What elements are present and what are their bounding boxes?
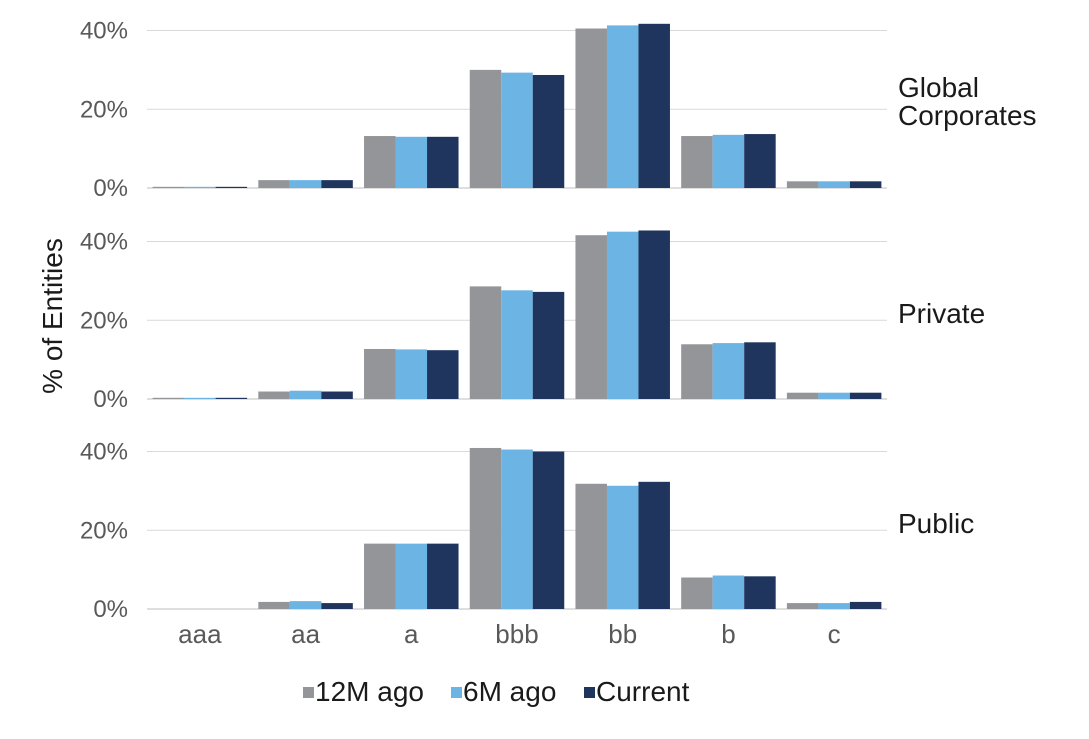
panels: 0%20%40%GlobalCorporates0%20%40%Private0… — [80, 18, 1037, 624]
bar — [321, 180, 353, 189]
bar — [427, 543, 459, 609]
y-tick-label: 40% — [80, 229, 128, 256]
bar — [712, 343, 745, 399]
x-tick-label: bb — [608, 619, 637, 649]
bar — [532, 451, 565, 609]
y-tick-label: 20% — [80, 96, 128, 123]
y-tick-label: 20% — [80, 307, 128, 334]
bar — [364, 136, 396, 188]
bar — [638, 230, 670, 399]
panel-2: 0% 20% 40% Private — [80, 229, 985, 414]
panel-3: 0% 20% 40% Public — [80, 439, 974, 624]
bar — [818, 181, 850, 188]
legend-item: 12M ago — [303, 676, 424, 707]
bar — [818, 392, 850, 399]
bar — [501, 72, 533, 188]
bar — [501, 290, 533, 399]
bar — [427, 136, 459, 188]
bar — [786, 181, 819, 188]
bar — [606, 25, 639, 188]
bar — [501, 449, 533, 609]
bar — [744, 134, 776, 188]
bar — [744, 342, 776, 399]
bar — [744, 576, 776, 609]
bar — [786, 392, 819, 399]
bar — [575, 28, 607, 189]
bar — [215, 186, 248, 188]
panel-label: Public — [898, 508, 974, 539]
bar — [681, 136, 713, 188]
bar — [184, 397, 216, 399]
bar — [469, 286, 502, 399]
bar — [786, 603, 819, 609]
bar — [681, 577, 713, 609]
legend-swatch — [584, 687, 595, 698]
bar — [184, 186, 216, 188]
bar — [849, 181, 882, 188]
bar — [849, 601, 882, 609]
legend-label: 12M ago — [315, 676, 424, 707]
bar — [258, 601, 290, 609]
bar — [258, 391, 290, 399]
y-axis-title: % of Entities — [37, 238, 68, 394]
bar — [575, 483, 607, 609]
bar — [152, 186, 185, 188]
x-axis: aaa aa a bbb bb b c — [178, 619, 840, 649]
bar — [289, 180, 322, 189]
bar — [532, 74, 565, 188]
bar — [289, 601, 322, 610]
bar — [638, 481, 670, 609]
x-tick-label: b — [721, 619, 735, 649]
bar — [258, 180, 290, 189]
bar — [321, 391, 353, 399]
bar — [532, 291, 565, 399]
y-tick-label: 20% — [80, 517, 128, 544]
legend-item: Current — [584, 676, 690, 707]
bar — [575, 235, 607, 399]
legend-label: Current — [596, 676, 690, 707]
bar — [681, 344, 713, 399]
bar — [152, 397, 185, 399]
y-tick-label: 0% — [93, 386, 128, 413]
bar — [427, 350, 459, 400]
legend-swatch — [451, 687, 462, 698]
legend-item: 6M ago — [451, 676, 556, 707]
bar — [395, 136, 428, 188]
bar — [289, 390, 322, 399]
bar — [469, 447, 502, 609]
legend-swatch — [303, 687, 314, 698]
legend: 12M ago 6M ago Current — [303, 676, 690, 707]
x-tick-label: aaa — [178, 619, 222, 649]
legend-label: 6M ago — [463, 676, 556, 707]
bar — [364, 543, 396, 609]
bar — [321, 603, 353, 609]
bar — [395, 349, 428, 399]
y-tick-label: 40% — [80, 18, 128, 45]
bar — [395, 543, 428, 609]
y-tick-label: 40% — [80, 439, 128, 466]
x-tick-label: aa — [291, 619, 320, 649]
bar — [215, 397, 248, 399]
bar — [849, 392, 882, 399]
bar — [606, 231, 639, 399]
bar — [606, 485, 639, 609]
bar — [364, 348, 396, 399]
x-tick-label: c — [828, 619, 841, 649]
bar — [712, 134, 745, 188]
y-tick-label: 0% — [93, 175, 128, 202]
panel-label: Global — [898, 72, 979, 103]
y-tick-label: 0% — [93, 596, 128, 623]
panel-label: Corporates — [898, 100, 1037, 131]
bar — [638, 23, 670, 189]
bar — [469, 69, 502, 189]
bar — [818, 603, 850, 609]
x-tick-label: a — [404, 619, 419, 649]
bar — [712, 575, 745, 609]
x-tick-label: bbb — [495, 619, 538, 649]
panel-label: Private — [898, 298, 985, 329]
